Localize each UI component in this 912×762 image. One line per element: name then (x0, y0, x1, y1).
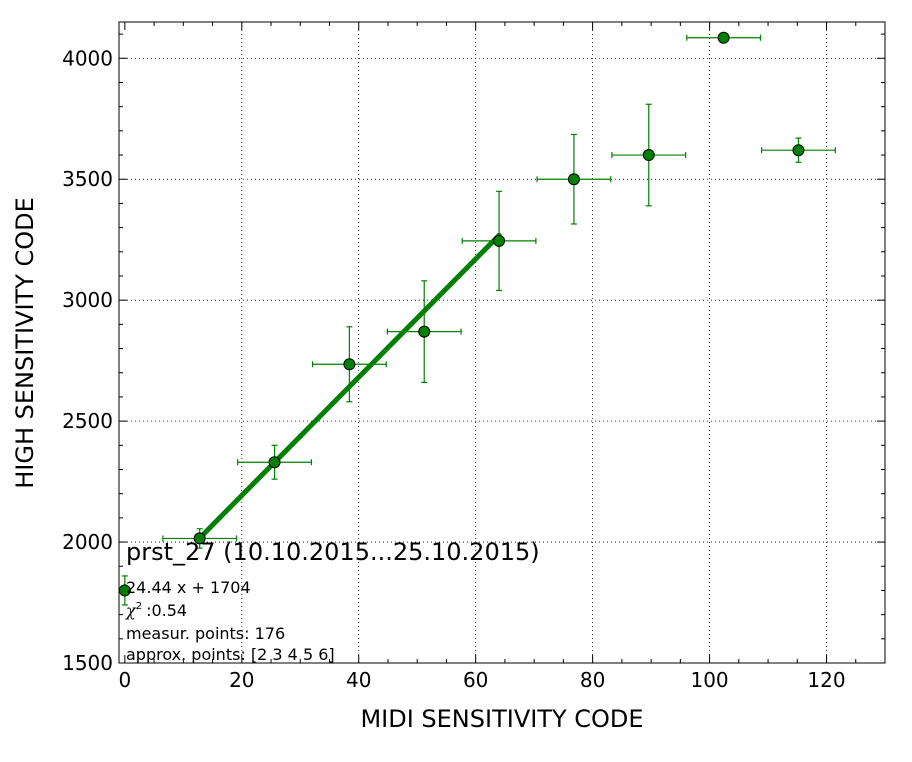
plot-frame (118, 21, 886, 664)
approx-points-label: approx. points: [2 3 4 5 6] (126, 645, 335, 664)
data-point (343, 358, 356, 371)
fit-equation: 24.44 x + 1704 (126, 578, 251, 597)
y-tick-label: 2500 (62, 409, 113, 433)
x-tick-label: 100 (690, 668, 728, 692)
y-tick-label: 4000 (62, 46, 113, 70)
x-tick-label: 120 (807, 668, 845, 692)
data-point (493, 234, 506, 247)
y-tick-label: 3000 (62, 288, 113, 312)
plot-background (119, 22, 885, 663)
data-point (567, 173, 580, 186)
data-point (193, 532, 206, 545)
chi2-symbol: χ (125, 601, 137, 620)
data-point (418, 325, 431, 338)
y-tick-label: 3500 (62, 167, 113, 191)
minor-ticks (119, 22, 886, 663)
chi2-value: :0.54 (146, 601, 187, 620)
major-ticks (119, 22, 885, 664)
measur-points-label: measur. points: 176 (126, 624, 285, 643)
y-axis-title: HIGH SENSITIVITY CODE (11, 197, 39, 489)
chi2-superscript: 2 (136, 601, 142, 612)
x-tick-label: 60 (463, 668, 488, 692)
data-points (118, 31, 805, 597)
y-tick-labels: 1500 2000 2500 3000 3500 4000 (62, 46, 113, 675)
x-tick-label: 80 (580, 668, 605, 692)
data-point (792, 144, 805, 157)
x-tick-label: 20 (229, 668, 254, 692)
x-tick-labels: 0 20 40 60 80 100 120 (118, 668, 845, 692)
data-point (717, 31, 730, 44)
x-tick-label: 0 (118, 668, 131, 692)
x-axis-title: MIDI SENSITIVITY CODE (360, 705, 643, 733)
y-tick-label: 1500 (62, 651, 113, 675)
chi2-label: χ2 :0.54 (125, 601, 187, 620)
annotation-title: prst_27 (10.10.2015...25.10.2015) (126, 538, 540, 566)
x-tick-label: 40 (346, 668, 371, 692)
grid (119, 22, 885, 663)
data-point (268, 456, 281, 469)
data-point (642, 149, 655, 162)
y-tick-label: 2000 (62, 530, 113, 554)
